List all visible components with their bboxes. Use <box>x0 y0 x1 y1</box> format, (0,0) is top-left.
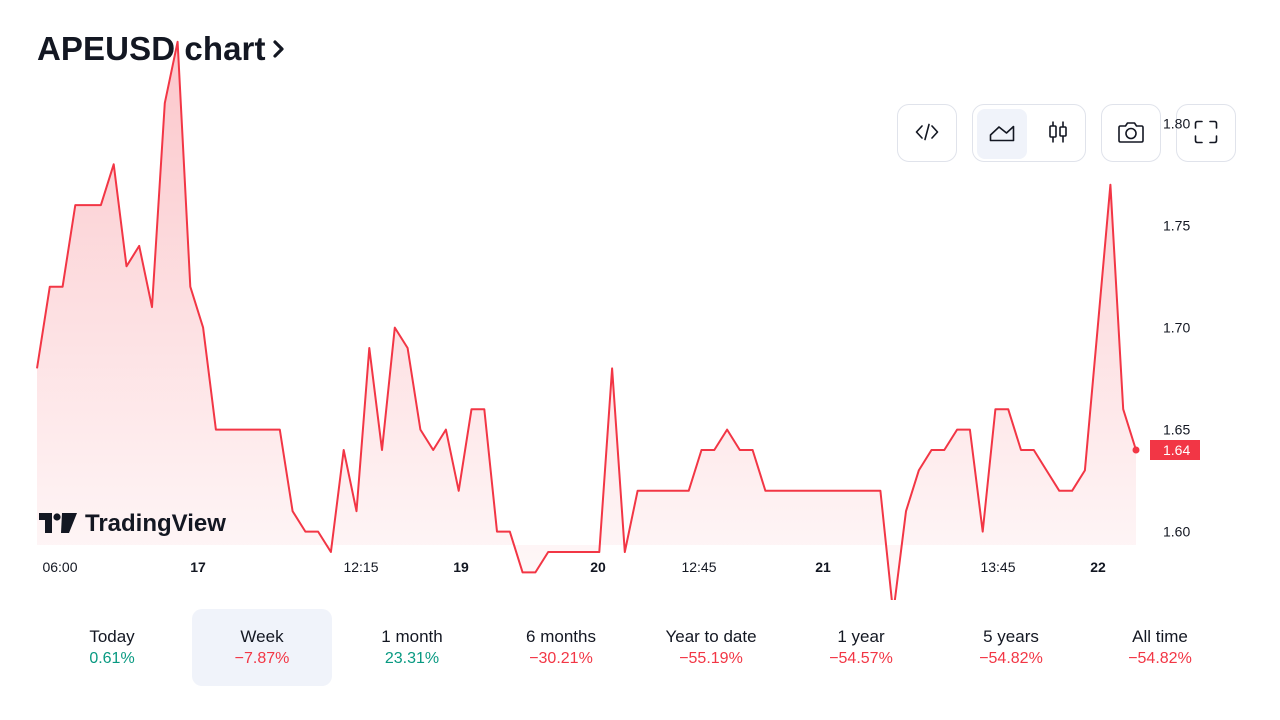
x-axis: 06:00 17 12:15 19 20 12:45 21 13:45 22 <box>42 559 1106 575</box>
period-today[interactable]: Today 0.61% <box>42 609 182 686</box>
embed-code-button[interactable] <box>902 109 952 159</box>
period-label: Year to date <box>665 626 757 646</box>
chart-type-group <box>972 104 1086 162</box>
page-title[interactable]: APEUSD chart <box>37 30 286 68</box>
x-tick-label: 22 <box>1090 559 1106 575</box>
candles-icon <box>1044 118 1072 151</box>
snapshot-button[interactable] <box>1106 109 1156 159</box>
area-chart-button[interactable] <box>977 109 1027 159</box>
chevron-right-icon <box>272 39 286 59</box>
period-change: 0.61% <box>89 649 135 667</box>
period-change: −54.82% <box>1128 649 1192 667</box>
tradingview-logo-text: TradingView <box>85 510 226 537</box>
x-tick-label: 12:45 <box>681 559 716 575</box>
x-tick-label: 21 <box>815 559 831 575</box>
y-tick-label: 1.65 <box>1163 422 1190 438</box>
period-1-year[interactable]: 1 year −54.57% <box>791 609 931 686</box>
x-tick-label: 20 <box>590 559 606 575</box>
period-label: Today <box>89 626 135 646</box>
period-change: −54.82% <box>979 649 1043 667</box>
period-label: 5 years <box>983 626 1039 646</box>
period-change: 23.31% <box>384 649 440 667</box>
tradingview-logo-icon <box>39 513 77 533</box>
area-chart-icon <box>988 118 1016 151</box>
y-tick-label: 1.80 <box>1163 115 1190 131</box>
x-tick-label: 12:15 <box>343 559 378 575</box>
period-5-years[interactable]: 5 years −54.82% <box>941 609 1081 686</box>
last-price-label: 1.64 <box>1150 440 1200 460</box>
y-tick-label: 1.75 <box>1163 218 1190 234</box>
y-tick-label: 1.70 <box>1163 320 1190 336</box>
period-change: −30.21% <box>529 649 593 667</box>
y-axis: 1.60 1.65 1.70 1.75 1.80 <box>1163 115 1190 539</box>
period-label: 1 year <box>837 626 885 646</box>
code-icon <box>913 118 941 151</box>
period-week[interactable]: Week −7.87% <box>192 609 332 686</box>
y-tick-label: 1.60 <box>1163 524 1190 540</box>
period-change: −54.57% <box>829 649 893 667</box>
last-price-text: 1.64 <box>1163 442 1190 458</box>
fullscreen-icon <box>1192 118 1220 151</box>
tradingview-logo[interactable]: TradingView <box>39 510 226 537</box>
period-1-month[interactable]: 1 month 23.31% <box>342 609 482 686</box>
period-label: Week <box>240 626 284 646</box>
fullscreen-group <box>1176 104 1236 162</box>
x-tick-label: 19 <box>453 559 469 575</box>
x-tick-label: 17 <box>190 559 206 575</box>
period-label: 1 month <box>381 626 443 646</box>
period-selector: Today 0.61% Week −7.87% 1 month 23.31% 6… <box>0 609 1280 687</box>
x-tick-label: 06:00 <box>42 559 77 575</box>
camera-icon <box>1116 118 1146 151</box>
price-area-fill <box>37 41 1136 600</box>
price-line <box>36 40 1137 600</box>
period-label: 6 months <box>526 626 596 646</box>
period-6-months[interactable]: 6 months −30.21% <box>491 609 631 686</box>
fullscreen-button[interactable] <box>1181 109 1231 159</box>
period-year-to-date[interactable]: Year to date −55.19% <box>641 609 781 686</box>
last-price-dot <box>1132 446 1140 454</box>
x-tick-label: 13:45 <box>980 559 1015 575</box>
title-text: APEUSD chart <box>37 30 266 67</box>
embed-group <box>897 104 957 162</box>
snapshot-group <box>1101 104 1161 162</box>
period-all-time[interactable]: All time −54.82% <box>1090 609 1230 686</box>
candles-chart-button[interactable] <box>1033 109 1083 159</box>
period-change: −55.19% <box>679 649 743 667</box>
period-label: All time <box>1132 626 1188 646</box>
period-change: −7.87% <box>234 649 290 667</box>
price-chart[interactable]: 1.60 1.65 1.70 1.75 1.80 06:00 17 12:15 19 20 12:… <box>0 0 1280 600</box>
